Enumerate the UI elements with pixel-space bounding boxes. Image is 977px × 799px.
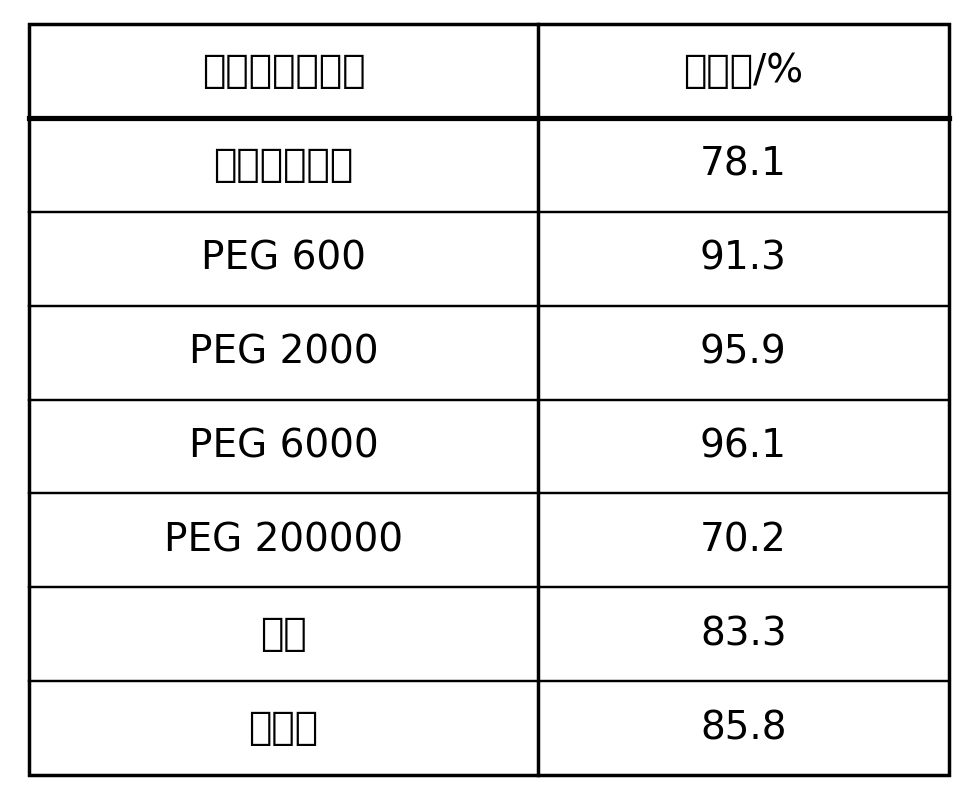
Text: 加入分散剂种类: 加入分散剂种类 — [201, 52, 365, 90]
Text: 负载率/%: 负载率/% — [683, 52, 802, 90]
Text: 70.2: 70.2 — [700, 521, 786, 559]
Text: 95.9: 95.9 — [700, 333, 786, 372]
Text: PEG 6000: PEG 6000 — [189, 427, 378, 466]
Text: PEG 2000: PEG 2000 — [189, 333, 378, 372]
Text: 96.1: 96.1 — [700, 427, 786, 466]
Text: PEG 200000: PEG 200000 — [164, 521, 403, 559]
Text: 不加（空白）: 不加（空白） — [213, 145, 354, 184]
Text: PEG 600: PEG 600 — [201, 240, 365, 278]
Text: 78.1: 78.1 — [700, 145, 786, 184]
Text: 甘油: 甘油 — [260, 615, 307, 654]
Text: 85.8: 85.8 — [700, 709, 786, 747]
Text: 83.3: 83.3 — [700, 615, 786, 654]
Text: 乙二醇: 乙二醇 — [248, 709, 319, 747]
Text: 91.3: 91.3 — [700, 240, 786, 278]
